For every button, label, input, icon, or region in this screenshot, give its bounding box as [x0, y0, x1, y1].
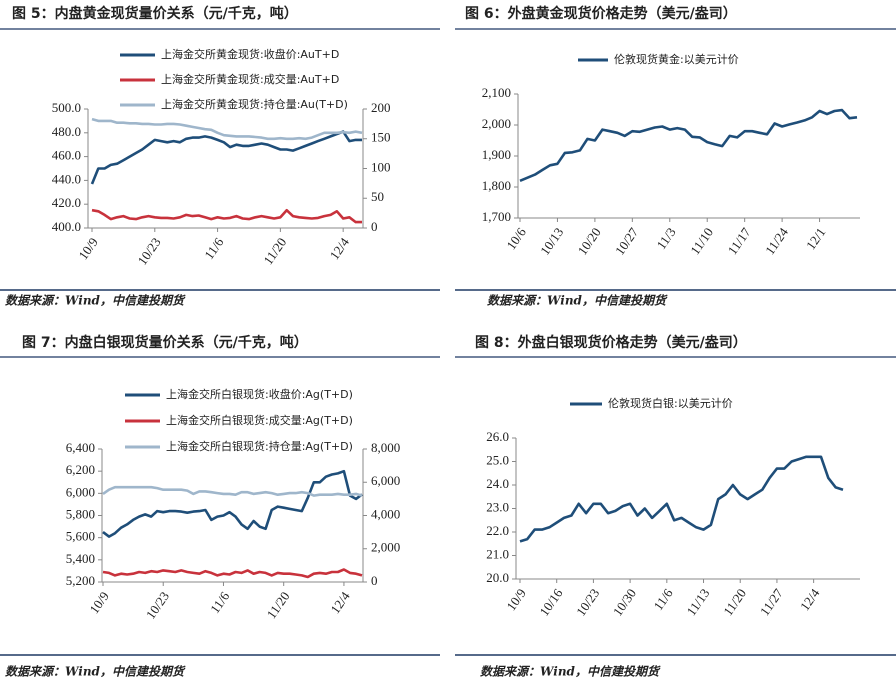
x-tick-label: 11/20 — [720, 586, 749, 618]
x-tick-label: 11/17 — [725, 224, 754, 257]
x-tick-label: 11/24 — [762, 224, 791, 257]
x-tick-label: 10/23 — [143, 589, 172, 622]
legend-label: 上海金交所白银现货:持仓量:Ag(T+D) — [166, 439, 353, 453]
y-tick-label: 5,200 — [66, 573, 95, 588]
y-tick-label: 21.0 — [486, 546, 509, 561]
legend-label: 伦敦现货白银:以美元计价 — [608, 396, 733, 410]
y-tick-label: 24.0 — [486, 476, 509, 491]
series-line — [91, 117, 363, 141]
legend-label: 伦敦现货黄金:以美元计价 — [614, 52, 739, 66]
y2-tick-label: 6,000 — [371, 473, 400, 488]
y-tick-label: 5,800 — [66, 506, 95, 521]
y-tick-label: 25.0 — [486, 452, 509, 467]
y-tick-label: 460.0 — [52, 148, 81, 163]
series-line — [91, 208, 362, 224]
y-tick-label: 22.0 — [486, 523, 509, 538]
x-tick-label: 11/10 — [687, 225, 716, 257]
legend-label: 上海金交所黄金现货:成交量:AuT+D — [161, 72, 339, 86]
x-tick-label: 11/6 — [207, 588, 233, 616]
x-tick-label: 12/4 — [327, 234, 353, 262]
source-note: 数据来源：Wind，中信建投期货 — [487, 294, 668, 308]
y-tick-label: 26.0 — [486, 429, 509, 444]
legend-label: 上海金交所白银现货:收盘价:Ag(T+D) — [166, 387, 353, 401]
x-tick-label: 10/16 — [536, 585, 566, 618]
y2-tick-label: 200 — [371, 100, 391, 115]
y2-tick-label: 8,000 — [371, 440, 400, 455]
x-tick-label: 12/4 — [797, 585, 823, 613]
y-tick-label: 6,400 — [66, 440, 95, 455]
series-line — [90, 130, 362, 185]
x-tick-label: 10/9 — [86, 589, 112, 617]
series-line — [102, 485, 363, 497]
y-tick-label: 20.0 — [486, 570, 509, 585]
figure-title: 图 5：内盘黄金现货量价关系（元/千克，吨） — [12, 5, 298, 22]
y-tick-label: 1,900 — [482, 147, 511, 162]
y2-tick-label: 150 — [371, 130, 391, 145]
y-tick-label: 1,700 — [482, 209, 511, 224]
x-tick-label: 10/9 — [503, 586, 529, 614]
series-line — [102, 469, 363, 538]
y2-tick-label: 2,000 — [371, 540, 400, 555]
x-tick-label: 12/4 — [327, 588, 353, 616]
figure-title: 图 8：外盘白银现货价格走势（美元/盎司） — [475, 334, 747, 351]
series-line — [519, 108, 858, 183]
y2-tick-label: 0 — [371, 573, 378, 588]
x-tick-label: 11/6 — [201, 234, 227, 262]
figure-title: 图 6：外盘黄金现货价格走势（美元/盎司） — [465, 5, 737, 22]
y-tick-label: 500.0 — [52, 100, 81, 115]
y2-tick-label: 4,000 — [371, 506, 400, 521]
source-note: 数据来源：Wind，中信建投期货 — [480, 665, 661, 679]
x-tick-label: 11/6 — [650, 585, 676, 613]
x-tick-label: 11/3 — [653, 225, 678, 252]
x-tick-label: 11/20 — [264, 589, 293, 621]
series-line — [102, 568, 363, 579]
x-tick-label: 11/27 — [757, 585, 786, 618]
legend-label: 上海金交所黄金现货:持仓量:Au(T+D) — [161, 97, 348, 111]
y-tick-label: 400.0 — [52, 219, 81, 234]
x-tick-label: 11/13 — [683, 586, 712, 618]
y-tick-label: 480.0 — [52, 124, 81, 139]
source-note: 数据来源：Wind，中信建投期货 — [5, 665, 186, 679]
y-tick-label: 2,100 — [482, 85, 511, 100]
x-tick-label: 10/30 — [610, 586, 639, 619]
y-tick-label: 1,800 — [482, 178, 511, 193]
x-tick-label: 10/20 — [575, 225, 604, 258]
y-tick-label: 2,000 — [482, 116, 511, 131]
source-note: 数据来源：Wind，中信建投期货 — [5, 294, 186, 308]
x-tick-label: 11/20 — [260, 235, 289, 267]
y-tick-label: 23.0 — [486, 499, 509, 514]
y-tick-label: 5,400 — [66, 551, 95, 566]
y-tick-label: 5,600 — [66, 529, 95, 544]
x-tick-label: 10/23 — [134, 235, 163, 268]
legend-label: 上海金交所黄金现货:收盘价:AuT+D — [161, 47, 339, 61]
figure-title: 图 7：内盘白银现货量价关系（元/千克，吨） — [22, 334, 308, 351]
y2-tick-label: 0 — [371, 219, 378, 234]
y2-tick-label: 50 — [371, 189, 384, 204]
x-tick-label: 10/23 — [573, 586, 602, 619]
x-tick-label: 10/6 — [503, 224, 529, 252]
x-tick-label: 12/1 — [803, 225, 829, 253]
y2-tick-label: 100 — [371, 159, 391, 174]
y-tick-label: 420.0 — [52, 195, 81, 210]
series-line — [519, 455, 844, 543]
y-tick-label: 440.0 — [52, 171, 81, 186]
y-tick-label: 6,200 — [66, 462, 95, 477]
x-tick-label: 10/27 — [612, 224, 642, 257]
y-tick-label: 6,000 — [66, 484, 95, 499]
legend-label: 上海金交所白银现货:成交量:Ag(T+D) — [166, 413, 353, 427]
x-tick-label: 10/9 — [75, 235, 101, 263]
x-tick-label: 10/13 — [537, 225, 566, 258]
